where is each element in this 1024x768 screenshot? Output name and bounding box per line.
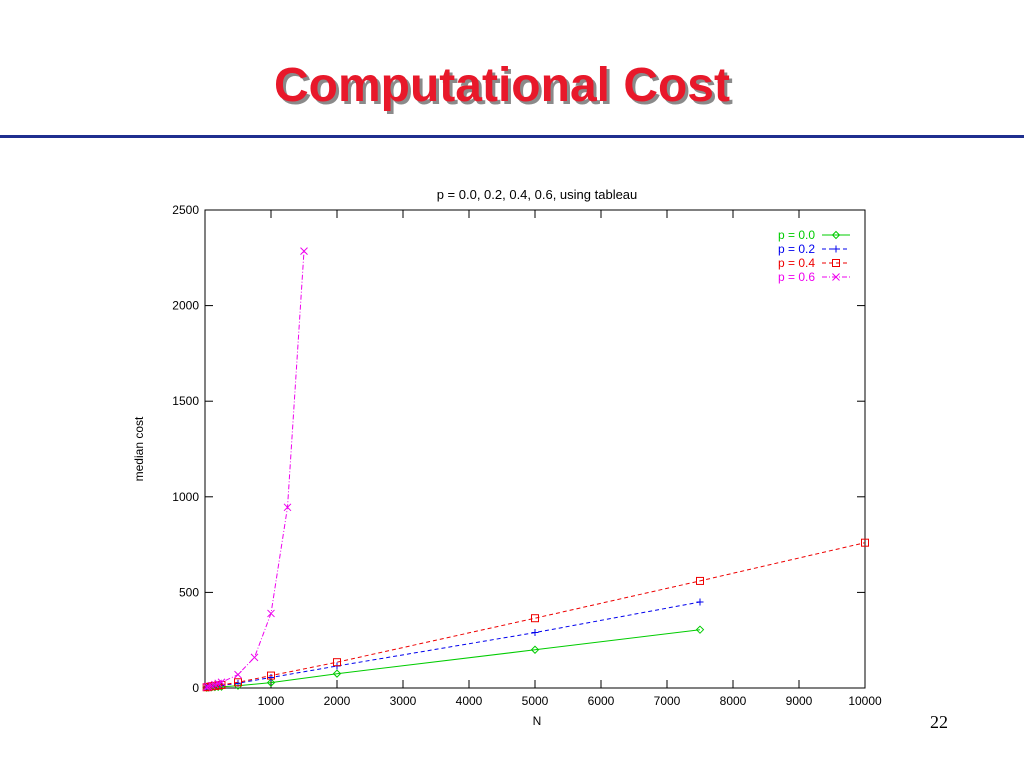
data-point: [267, 671, 275, 680]
data-point: [267, 609, 275, 618]
data-point: [332, 669, 342, 678]
page-number: 22: [930, 712, 948, 732]
legend-marker: [832, 273, 840, 281]
series-line: [206, 251, 305, 688]
plot-area: [204, 209, 866, 689]
y-axis: 0 500 1000 1500 2000 2500: [172, 203, 865, 695]
data-point: [695, 625, 705, 634]
x-tick-label: 8000: [720, 694, 747, 708]
data-point: [217, 678, 226, 687]
data-point: [233, 681, 243, 690]
data-point: [202, 683, 211, 691]
data-point: [234, 670, 242, 679]
data-point: [696, 598, 704, 606]
y-tick-label: 1000: [172, 490, 199, 504]
series-p-0-4: [202, 538, 869, 692]
data-point: [861, 538, 869, 547]
x-tick-label: 10000: [848, 694, 882, 708]
y-tick-label: 0: [192, 681, 199, 695]
x-tick-label: 9000: [786, 694, 813, 708]
legend-marker: [832, 259, 840, 267]
y-axis-label: median cost: [132, 416, 146, 481]
series-p-0-0: [202, 625, 705, 692]
legend-label: p = 0.2: [778, 242, 815, 256]
series-p-0-6: [202, 247, 308, 691]
data-point: [530, 645, 540, 654]
data-point: [531, 614, 539, 623]
legend-marker: [831, 230, 841, 240]
data-point: [266, 678, 276, 687]
chart-title: p = 0.0, 0.2, 0.4, 0.6, using tableau: [437, 187, 638, 202]
data-point: [267, 673, 275, 681]
series-p-0-2: [203, 598, 704, 691]
x-tick-label: 1000: [258, 694, 285, 708]
series-line: [206, 542, 866, 688]
data-point: [234, 678, 242, 687]
data-point: [531, 629, 539, 637]
data-point: [696, 576, 704, 585]
y-tick-label: 500: [179, 585, 199, 599]
x-tick-label: 6000: [588, 694, 615, 708]
y-tick-label: 2500: [172, 203, 199, 217]
series-line: [206, 601, 701, 688]
title-rule: [0, 135, 1024, 138]
legend-label: p = 0.4: [778, 256, 815, 270]
series-line: [206, 629, 701, 689]
legend-label: p = 0.6: [778, 270, 815, 284]
legend: p = 0.0p = 0.2p = 0.4p = 0.6: [778, 228, 850, 284]
x-tick-label: 5000: [522, 694, 549, 708]
legend-marker: [832, 245, 840, 253]
slide-title: Computational Cost: [274, 59, 730, 112]
data-point: [333, 658, 341, 667]
data-point: [300, 247, 308, 255]
data-point: [250, 653, 259, 662]
data-point: [217, 680, 226, 689]
x-axis-label: N: [533, 714, 542, 728]
x-tick-label: 2000: [324, 694, 351, 708]
data-point: [283, 503, 292, 512]
x-tick-label: 4000: [456, 694, 483, 708]
y-tick-label: 1500: [172, 394, 199, 408]
x-tick-label: 7000: [654, 694, 681, 708]
series-layer: [202, 247, 869, 692]
legend-label: p = 0.0: [778, 228, 815, 242]
y-tick-label: 2000: [172, 299, 199, 313]
x-tick-label: 3000: [390, 694, 417, 708]
x-axis: 1000 2000 3000 4000 5000 6000 7000 8000 9000 1000…: [258, 210, 882, 708]
